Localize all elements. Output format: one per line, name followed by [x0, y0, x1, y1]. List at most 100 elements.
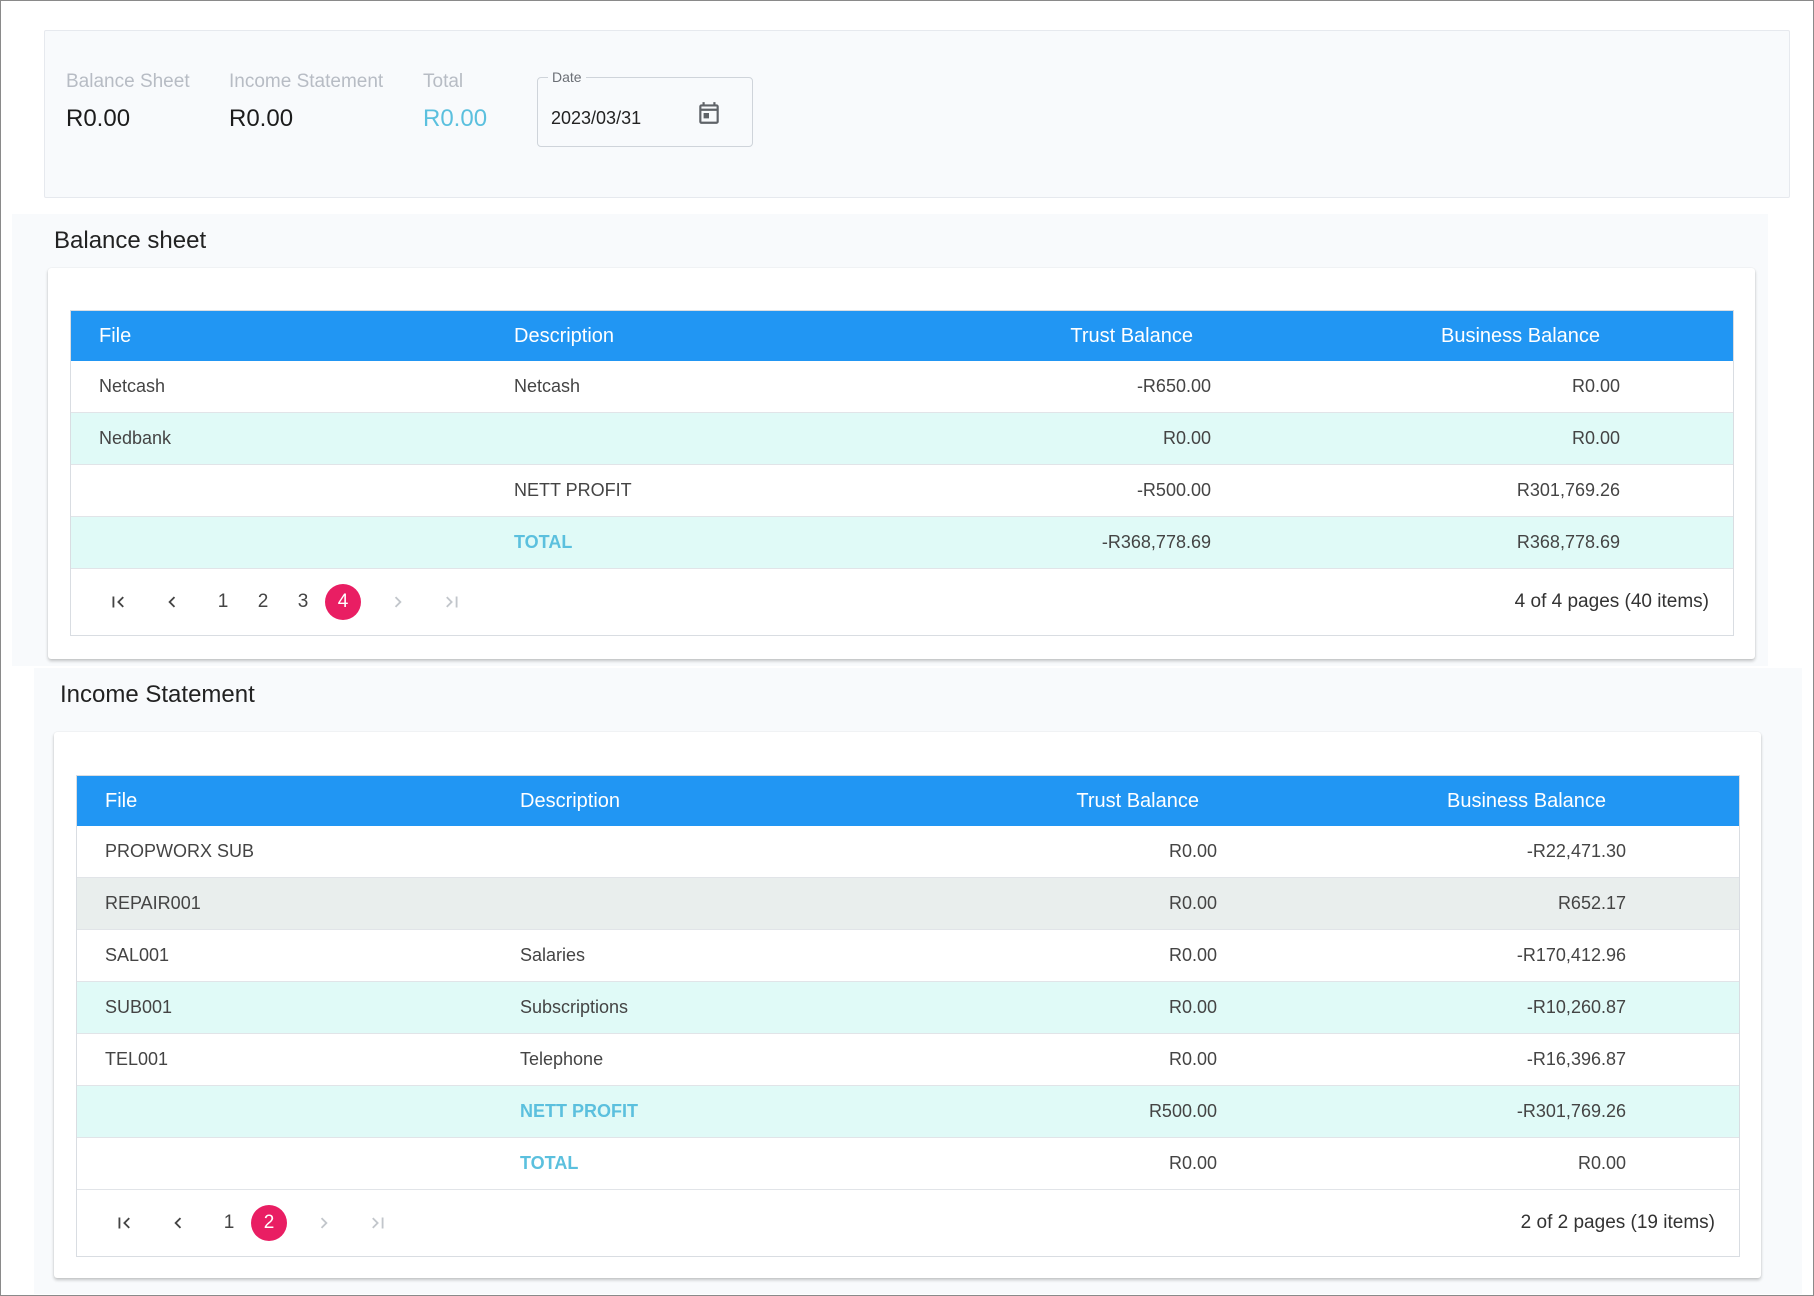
income-statement-summary-label: Income Statement: [229, 71, 384, 92]
balance-sheet-summary-label: Balance Sheet: [66, 71, 190, 92]
page-button-2[interactable]: 2: [257, 591, 269, 612]
balance-sheet-summary: Balance Sheet R0.00: [66, 71, 190, 133]
cell-trust-balance: R0.00: [1162, 428, 1211, 448]
income-statement-title: Income Statement: [60, 681, 255, 708]
date-field[interactable]: Date: [537, 69, 753, 147]
page-button-1[interactable]: 1: [217, 591, 229, 612]
first-page-icon: [112, 596, 124, 608]
table-row[interactable]: NETT PROFIT -R500.00 R301,769.26: [71, 465, 1733, 517]
first-page-button[interactable]: [103, 1205, 145, 1241]
grid-header: File Description Trust Balance Business …: [77, 776, 1739, 826]
balance-sheet-section: Balance sheet File Description Trust Bal…: [12, 214, 1768, 666]
next-page-button[interactable]: [303, 1205, 345, 1241]
column-header-description[interactable]: Description: [514, 324, 615, 347]
column-header-file[interactable]: File: [105, 789, 138, 812]
balance-sheet-title: Balance sheet: [54, 227, 207, 254]
total-summary-label: Total: [423, 71, 464, 92]
cell-description: [492, 826, 907, 877]
cell-description: Subscriptions: [520, 997, 629, 1017]
last-page-icon: [446, 596, 458, 608]
total-summary-value: R0.00: [423, 105, 488, 132]
page-button-1[interactable]: 1: [223, 1212, 235, 1233]
cell-trust-balance: -R368,778.69: [1101, 532, 1211, 552]
cell-description: NETT PROFIT: [520, 1101, 638, 1121]
table-row[interactable]: TOTAL R0.00 R0.00: [77, 1138, 1739, 1190]
previous-page-button[interactable]: [157, 1205, 199, 1241]
cell-description: TOTAL: [520, 1153, 579, 1173]
column-header-file[interactable]: File: [99, 324, 132, 347]
table-row[interactable]: SAL001 Salaries R0.00 -R170,412.96: [77, 930, 1739, 982]
last-page-button[interactable]: [357, 1205, 399, 1241]
cell-business-balance: R0.00: [1577, 1153, 1626, 1173]
table-row[interactable]: TEL001 Telephone R0.00 -R16,396.87: [77, 1034, 1739, 1086]
cell-description: Telephone: [520, 1049, 604, 1069]
balance-sheet-card: File Description Trust Balance Business …: [48, 268, 1755, 659]
cell-description: Salaries: [520, 945, 586, 965]
last-page-button[interactable]: [431, 584, 473, 620]
chevron-left-icon: [174, 1217, 182, 1229]
balance-sheet-summary-value: R0.00: [66, 105, 131, 132]
first-page-button[interactable]: [97, 584, 139, 620]
column-header-trust-balance[interactable]: Trust Balance: [1070, 324, 1193, 347]
last-page-icon: [372, 1217, 384, 1229]
cell-file: REPAIR001: [105, 893, 201, 913]
cell-business-balance: -R170,412.96: [1516, 945, 1626, 965]
income-statement-summary-value: R0.00: [229, 105, 294, 132]
total-summary: Total R0.00: [423, 71, 487, 133]
balance-sheet-pager: 1 2 3 4 4 of 4 pages (40 items): [71, 569, 1733, 635]
cell-business-balance: -R16,396.87: [1526, 1049, 1626, 1069]
cell-business-balance: -R10,260.87: [1526, 997, 1626, 1017]
table-row[interactable]: Netcash Netcash -R650.00 R0.00: [71, 361, 1733, 413]
column-header-business-balance[interactable]: Business Balance: [1441, 324, 1600, 347]
cell-file: TEL001: [105, 1049, 169, 1069]
date-field-label: Date: [548, 69, 586, 85]
income-statement-pager: 1 2 2 of 2 pages (19 items): [77, 1190, 1739, 1256]
chevron-right-icon: [320, 1217, 328, 1229]
cell-file: Nedbank: [99, 428, 172, 448]
cell-business-balance: -R301,769.26: [1516, 1101, 1626, 1121]
cell-trust-balance: R0.00: [1168, 997, 1217, 1017]
income-statement-grid: File Description Trust Balance Business …: [76, 775, 1740, 1257]
page-button-3[interactable]: 3: [297, 591, 309, 612]
cell-trust-balance: R0.00: [1168, 893, 1217, 913]
cell-description: [486, 413, 901, 464]
page-button-4-current[interactable]: 4: [325, 584, 361, 620]
column-header-business-balance[interactable]: Business Balance: [1447, 789, 1606, 812]
pager-info: 4 of 4 pages (40 items): [1514, 591, 1709, 612]
table-row[interactable]: TOTAL -R368,778.69 R368,778.69: [71, 517, 1733, 569]
cell-file: [77, 1086, 492, 1137]
cell-business-balance: R652.17: [1557, 893, 1626, 913]
page-button-2-current[interactable]: 2: [251, 1205, 287, 1241]
table-row[interactable]: SUB001 Subscriptions R0.00 -R10,260.87: [77, 982, 1739, 1034]
grid-header: File Description Trust Balance Business …: [71, 311, 1733, 361]
chevron-right-icon: [394, 596, 402, 608]
table-row[interactable]: PROPWORX SUB R0.00 -R22,471.30: [77, 826, 1739, 878]
cell-business-balance: R301,769.26: [1516, 480, 1620, 500]
summary-panel: Balance Sheet R0.00 Income Statement R0.…: [44, 30, 1790, 198]
column-header-description[interactable]: Description: [520, 789, 621, 812]
cell-business-balance: R0.00: [1571, 428, 1620, 448]
cell-trust-balance: -R650.00: [1136, 376, 1211, 396]
next-page-button[interactable]: [377, 584, 419, 620]
table-row-hovered[interactable]: REPAIR001 R0.00 R652.17: [77, 878, 1739, 930]
date-input[interactable]: [551, 108, 691, 129]
table-row[interactable]: NETT PROFIT R500.00 -R301,769.26: [77, 1086, 1739, 1138]
cell-trust-balance: R0.00: [1168, 841, 1217, 861]
cell-file: PROPWORX SUB: [105, 841, 255, 861]
cell-file: Netcash: [99, 376, 166, 396]
income-statement-card: File Description Trust Balance Business …: [54, 732, 1761, 1278]
cell-business-balance: R0.00: [1571, 376, 1620, 396]
cell-file: [71, 465, 486, 516]
table-row[interactable]: Nedbank R0.00 R0.00: [71, 413, 1733, 465]
chevron-left-icon: [168, 596, 176, 608]
cell-description: TOTAL: [514, 532, 573, 552]
income-statement-summary: Income Statement R0.00: [229, 71, 383, 133]
calendar-icon[interactable]: [696, 100, 722, 126]
cell-file: SAL001: [105, 945, 170, 965]
cell-file: [77, 1138, 492, 1189]
cell-trust-balance: R0.00: [1168, 1153, 1217, 1173]
cell-trust-balance: -R500.00: [1136, 480, 1211, 500]
balance-sheet-grid: File Description Trust Balance Business …: [70, 310, 1734, 636]
column-header-trust-balance[interactable]: Trust Balance: [1076, 789, 1199, 812]
previous-page-button[interactable]: [151, 584, 193, 620]
